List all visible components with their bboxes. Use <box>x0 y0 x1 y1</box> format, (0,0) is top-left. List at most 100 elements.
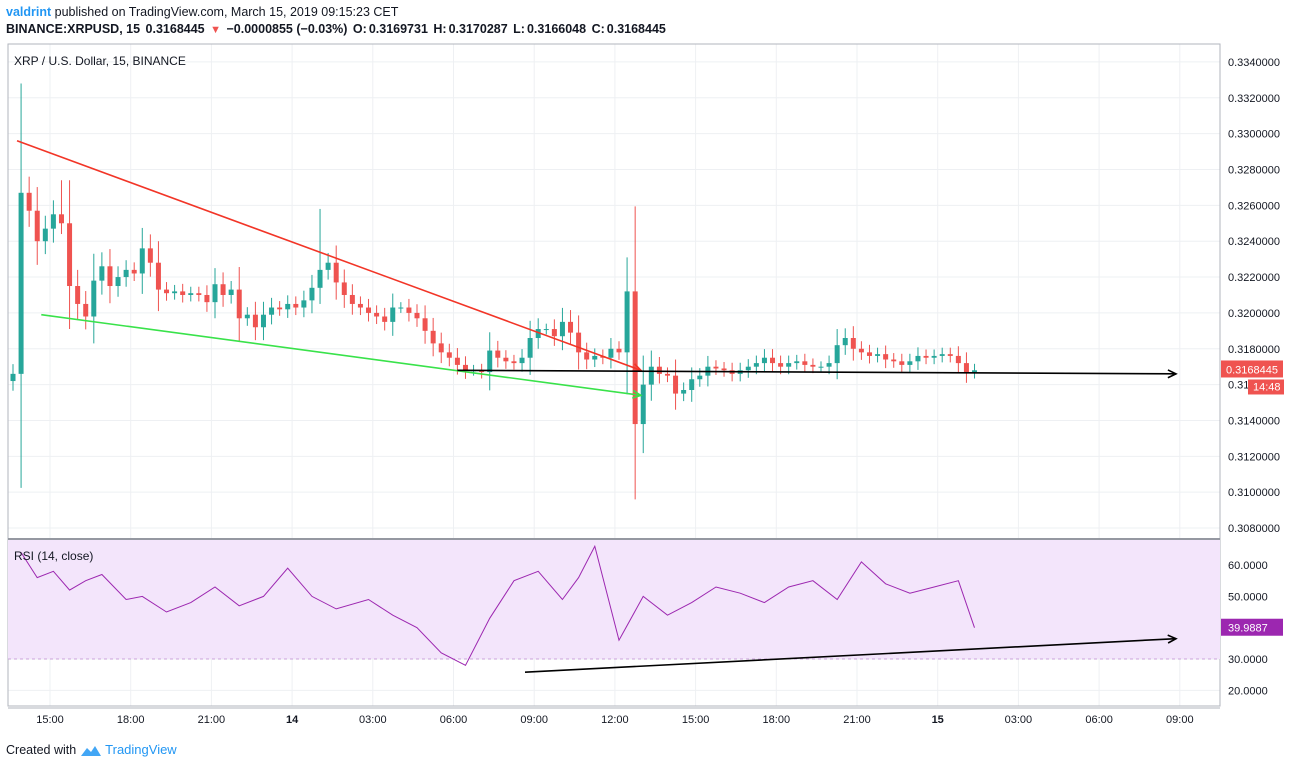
candle-body <box>204 294 210 303</box>
time-tick-label: 06:00 <box>1085 714 1113 726</box>
candle-body <box>269 307 275 315</box>
candle-body <box>422 318 428 331</box>
candle-body <box>390 307 396 322</box>
candle-body <box>866 352 872 356</box>
price-tick-label: 0.3180000 <box>1228 344 1280 356</box>
candle-body <box>67 223 73 287</box>
open-label: O: <box>352 22 367 36</box>
candle-body <box>293 303 299 308</box>
candle-body <box>955 355 961 364</box>
black-horizontal-line-arrowhead <box>1167 369 1178 379</box>
candle-body <box>826 363 832 367</box>
candle-body <box>568 321 574 333</box>
time-tick-label: 03:00 <box>359 714 387 726</box>
candle-body <box>99 266 105 281</box>
candle-body <box>131 269 137 274</box>
candle-body <box>673 375 679 394</box>
footer: Created with TradingView <box>6 742 177 758</box>
rsi-band <box>8 540 1220 660</box>
price-tick-label: 0.3140000 <box>1228 415 1280 427</box>
candle-body <box>260 314 266 328</box>
candle-body <box>180 291 186 295</box>
candle-body <box>891 359 897 362</box>
time-tick-label: 18:00 <box>117 714 145 726</box>
countdown-tag <box>1248 379 1284 395</box>
candle-body <box>75 286 81 304</box>
time-tick-label: 15:00 <box>682 714 710 726</box>
time-tick-label: 03:00 <box>1005 714 1033 726</box>
low-label: L: <box>513 22 525 36</box>
candle-body <box>398 307 404 309</box>
candle-body <box>559 321 565 337</box>
candle-body <box>753 363 759 367</box>
candle-body <box>899 361 905 365</box>
candle-body <box>164 289 170 294</box>
candle-body <box>915 355 921 362</box>
candle-body <box>495 350 501 358</box>
candle-body <box>139 248 145 274</box>
price-tick-label: 0.3280000 <box>1228 164 1280 176</box>
price-tick-label: 0.3300000 <box>1228 129 1280 141</box>
candle-body <box>713 366 719 369</box>
rsi-value-tag-text: 39.9887 <box>1228 623 1268 635</box>
time-tick-label: 14 <box>286 714 299 726</box>
candle-body <box>640 384 646 425</box>
candle-body <box>374 312 380 317</box>
candle-body <box>414 312 420 319</box>
rsi-band-fill <box>8 540 1220 660</box>
price-tick-label: 0.3240000 <box>1228 236 1280 248</box>
rsi-pane-title: RSI (14, close) <box>14 549 93 563</box>
price-tick-label: 0.3200000 <box>1228 308 1280 320</box>
countdown-tag-text: 14:48 <box>1253 381 1281 393</box>
brand-name[interactable]: TradingView <box>105 742 177 757</box>
green-support-line <box>41 313 641 397</box>
candle-body <box>123 269 129 278</box>
candle-body <box>842 338 848 346</box>
candle-body <box>349 294 355 304</box>
time-tick-label: 06:00 <box>440 714 468 726</box>
candle-body <box>592 355 598 360</box>
publish-info: valdrint published on TradingView.com, M… <box>6 5 398 19</box>
candle-body <box>317 269 323 288</box>
time-tick-label: 21:00 <box>198 714 226 726</box>
candle-body <box>236 289 242 319</box>
candle-body <box>576 332 582 353</box>
candle-body <box>745 366 751 371</box>
candle-body <box>115 277 121 287</box>
last-price-tag <box>1221 360 1283 378</box>
price-change: −0.0000855 (−0.03%) <box>226 22 348 36</box>
candle-body <box>584 352 590 360</box>
author-name[interactable]: valdrint <box>6 5 52 19</box>
red-resistance-line <box>16 140 642 372</box>
down-triangle-icon: ▼ <box>210 24 222 36</box>
candle-body <box>172 291 178 294</box>
open-value: 0.3169731 <box>368 22 428 36</box>
price-tick-label: 0.3100000 <box>1228 487 1280 499</box>
published-text: published on TradingView.com, March 15, … <box>54 5 399 19</box>
candle-body <box>333 262 339 283</box>
candle-body <box>277 307 283 310</box>
candle-body <box>446 352 452 358</box>
candle-body <box>341 282 347 295</box>
candle-body <box>301 300 307 308</box>
time-tick-label: 15:00 <box>36 714 64 726</box>
time-tick-label: 15 <box>932 714 944 726</box>
main-pane-title: XRP / U.S. Dollar, 15, BINANCE <box>14 54 186 68</box>
candle-body <box>761 357 767 364</box>
close-label: C: <box>591 22 605 36</box>
candle-body <box>939 354 945 356</box>
created-with-label: Created with <box>6 743 77 757</box>
rsi-tick-label: 60.0000 <box>1228 560 1268 572</box>
rsi-layer <box>20 544 1178 673</box>
time-tick-label: 21:00 <box>843 714 871 726</box>
candle-body <box>907 361 913 365</box>
price-tick-label: 0.3080000 <box>1228 523 1280 535</box>
symbol-label: BINANCE:XRPUSD, 15 <box>6 22 141 36</box>
candle-body <box>366 307 372 313</box>
candle-body <box>527 338 533 358</box>
candle-body <box>648 366 654 385</box>
last-price-tag-text: 0.3168445 <box>1226 364 1278 376</box>
candle-body <box>551 329 557 337</box>
candle-body <box>26 192 32 211</box>
